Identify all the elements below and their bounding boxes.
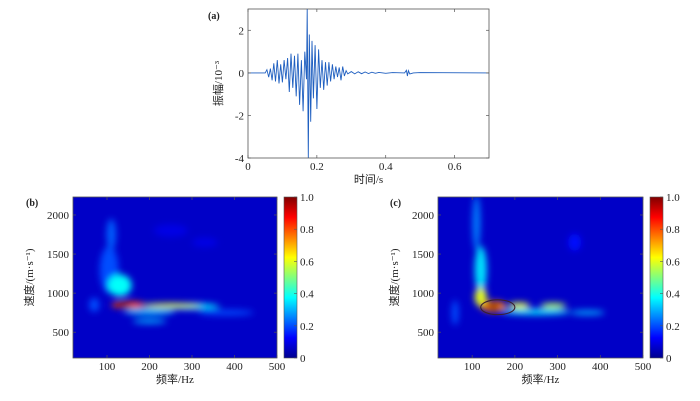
y-tick-label: -4 bbox=[235, 153, 245, 165]
colorbar-tick-label: 0.8 bbox=[300, 224, 314, 236]
panel-label: (c) bbox=[390, 198, 401, 209]
colorbar-tick-label: 0.2 bbox=[666, 321, 680, 333]
y-tick-label: 1500 bbox=[412, 249, 435, 261]
y-tick-label: 2000 bbox=[412, 210, 435, 222]
colorbar bbox=[283, 196, 298, 359]
heatmap-field bbox=[451, 197, 605, 326]
y-axis-label: 速度/(m·s⁻¹) bbox=[22, 248, 36, 306]
heatmap-feature bbox=[132, 318, 167, 324]
x-tick-label: 0 bbox=[245, 161, 251, 173]
panel-label: (a) bbox=[208, 11, 220, 22]
heatmap-feature bbox=[474, 246, 487, 294]
x-tick-label: 300 bbox=[184, 361, 201, 373]
heatmap-feature bbox=[141, 303, 201, 308]
colorbar-tick-label: 1.0 bbox=[666, 192, 680, 204]
heatmap-feature bbox=[89, 297, 100, 312]
x-axis-label: 频率/Hz bbox=[522, 372, 560, 386]
y-axis-label: 振幅/10⁻³ bbox=[211, 60, 225, 106]
y-tick-label: 2 bbox=[239, 25, 245, 37]
y-tick-label: -2 bbox=[235, 110, 244, 122]
y-tick-label: 1500 bbox=[47, 249, 70, 261]
heatmap-blobs bbox=[451, 197, 605, 326]
axes-frame bbox=[72, 196, 278, 359]
x-axis-label: 频率/Hz bbox=[156, 372, 194, 386]
colorbar-tick-label: 0.8 bbox=[666, 224, 680, 236]
y-tick-label: 500 bbox=[418, 327, 435, 339]
x-tick-label: 100 bbox=[99, 361, 116, 373]
axes-frame bbox=[437, 196, 644, 359]
heatmap-feature bbox=[502, 308, 571, 316]
panel-label: (b) bbox=[26, 198, 38, 209]
colorbar-tick-label: 0.4 bbox=[300, 289, 314, 301]
heatmap-feature bbox=[487, 303, 500, 310]
colorbar-tick-label: 0.2 bbox=[300, 321, 314, 333]
colorbar-tick-label: 0.4 bbox=[666, 289, 680, 301]
heatmap-feature bbox=[116, 302, 132, 308]
waveform-line bbox=[248, 8, 490, 159]
highlight-circle bbox=[480, 299, 516, 316]
waveform-panel: 0 0.2 0.4 0.6 -4 -2 0 2 时间/s 振幅/10⁻³ (a) bbox=[208, 8, 490, 186]
heatmap-feature bbox=[540, 302, 567, 309]
x-tick-label: 200 bbox=[141, 361, 158, 373]
heatmap-feature bbox=[198, 309, 254, 316]
x-tick-label: 0.2 bbox=[310, 161, 324, 173]
heatmap-feature bbox=[107, 274, 132, 297]
x-tick-label: 400 bbox=[592, 361, 609, 373]
heatmap-feature bbox=[472, 197, 481, 251]
y-tick-label: 1000 bbox=[47, 288, 70, 300]
colorbar-tick-label: 0.6 bbox=[666, 256, 680, 268]
heatmap-feature bbox=[570, 310, 605, 316]
heatmap-background bbox=[438, 197, 643, 358]
dispersion-panel-c: 100 200 300 400 500 500 1000 1500 2000 频率/Hz 速度/(m… bbox=[387, 192, 680, 386]
x-tick-label: 200 bbox=[507, 361, 524, 373]
colorbar-tick-label: 0 bbox=[300, 353, 306, 365]
colorbar-tick-label: 0 bbox=[666, 353, 672, 365]
colorbar-tick-label: 0.6 bbox=[300, 256, 314, 268]
colorbar-tick-label: 1.0 bbox=[300, 192, 314, 204]
colorbar bbox=[649, 196, 664, 359]
heatmap-feature bbox=[474, 287, 487, 307]
heatmap-blobs bbox=[89, 218, 254, 324]
heatmap-feature bbox=[124, 308, 175, 315]
plot-area bbox=[248, 9, 489, 158]
y-tick-label: 500 bbox=[53, 327, 70, 339]
x-axis-label: 时间/s bbox=[354, 173, 383, 186]
heatmap-feature bbox=[106, 218, 116, 251]
heatmap-field bbox=[89, 218, 254, 324]
x-tick-label: 100 bbox=[464, 361, 481, 373]
x-tick-label: 0.4 bbox=[379, 161, 393, 173]
x-tick-label: 400 bbox=[226, 361, 243, 373]
heatmap-feature bbox=[192, 237, 218, 248]
x-tick-label: 0.6 bbox=[448, 161, 462, 173]
y-tick-label: 2000 bbox=[47, 210, 70, 222]
heatmap-feature bbox=[568, 233, 582, 251]
y-axis-label: 速度/(m·s⁻¹) bbox=[387, 248, 401, 306]
y-tick-label: 0 bbox=[239, 68, 245, 80]
axes-frame bbox=[247, 8, 490, 159]
x-tick-label: 500 bbox=[635, 361, 652, 373]
heatmap-feature bbox=[153, 224, 188, 237]
dispersion-panel-b: 100 200 300 400 500 500 1000 1500 2000 频率/Hz 速度/(m… bbox=[22, 192, 314, 386]
x-tick-label: 300 bbox=[549, 361, 566, 373]
heatmap-feature bbox=[451, 300, 459, 326]
y-tick-label: 1000 bbox=[412, 288, 435, 300]
x-tick-label: 500 bbox=[269, 361, 286, 373]
